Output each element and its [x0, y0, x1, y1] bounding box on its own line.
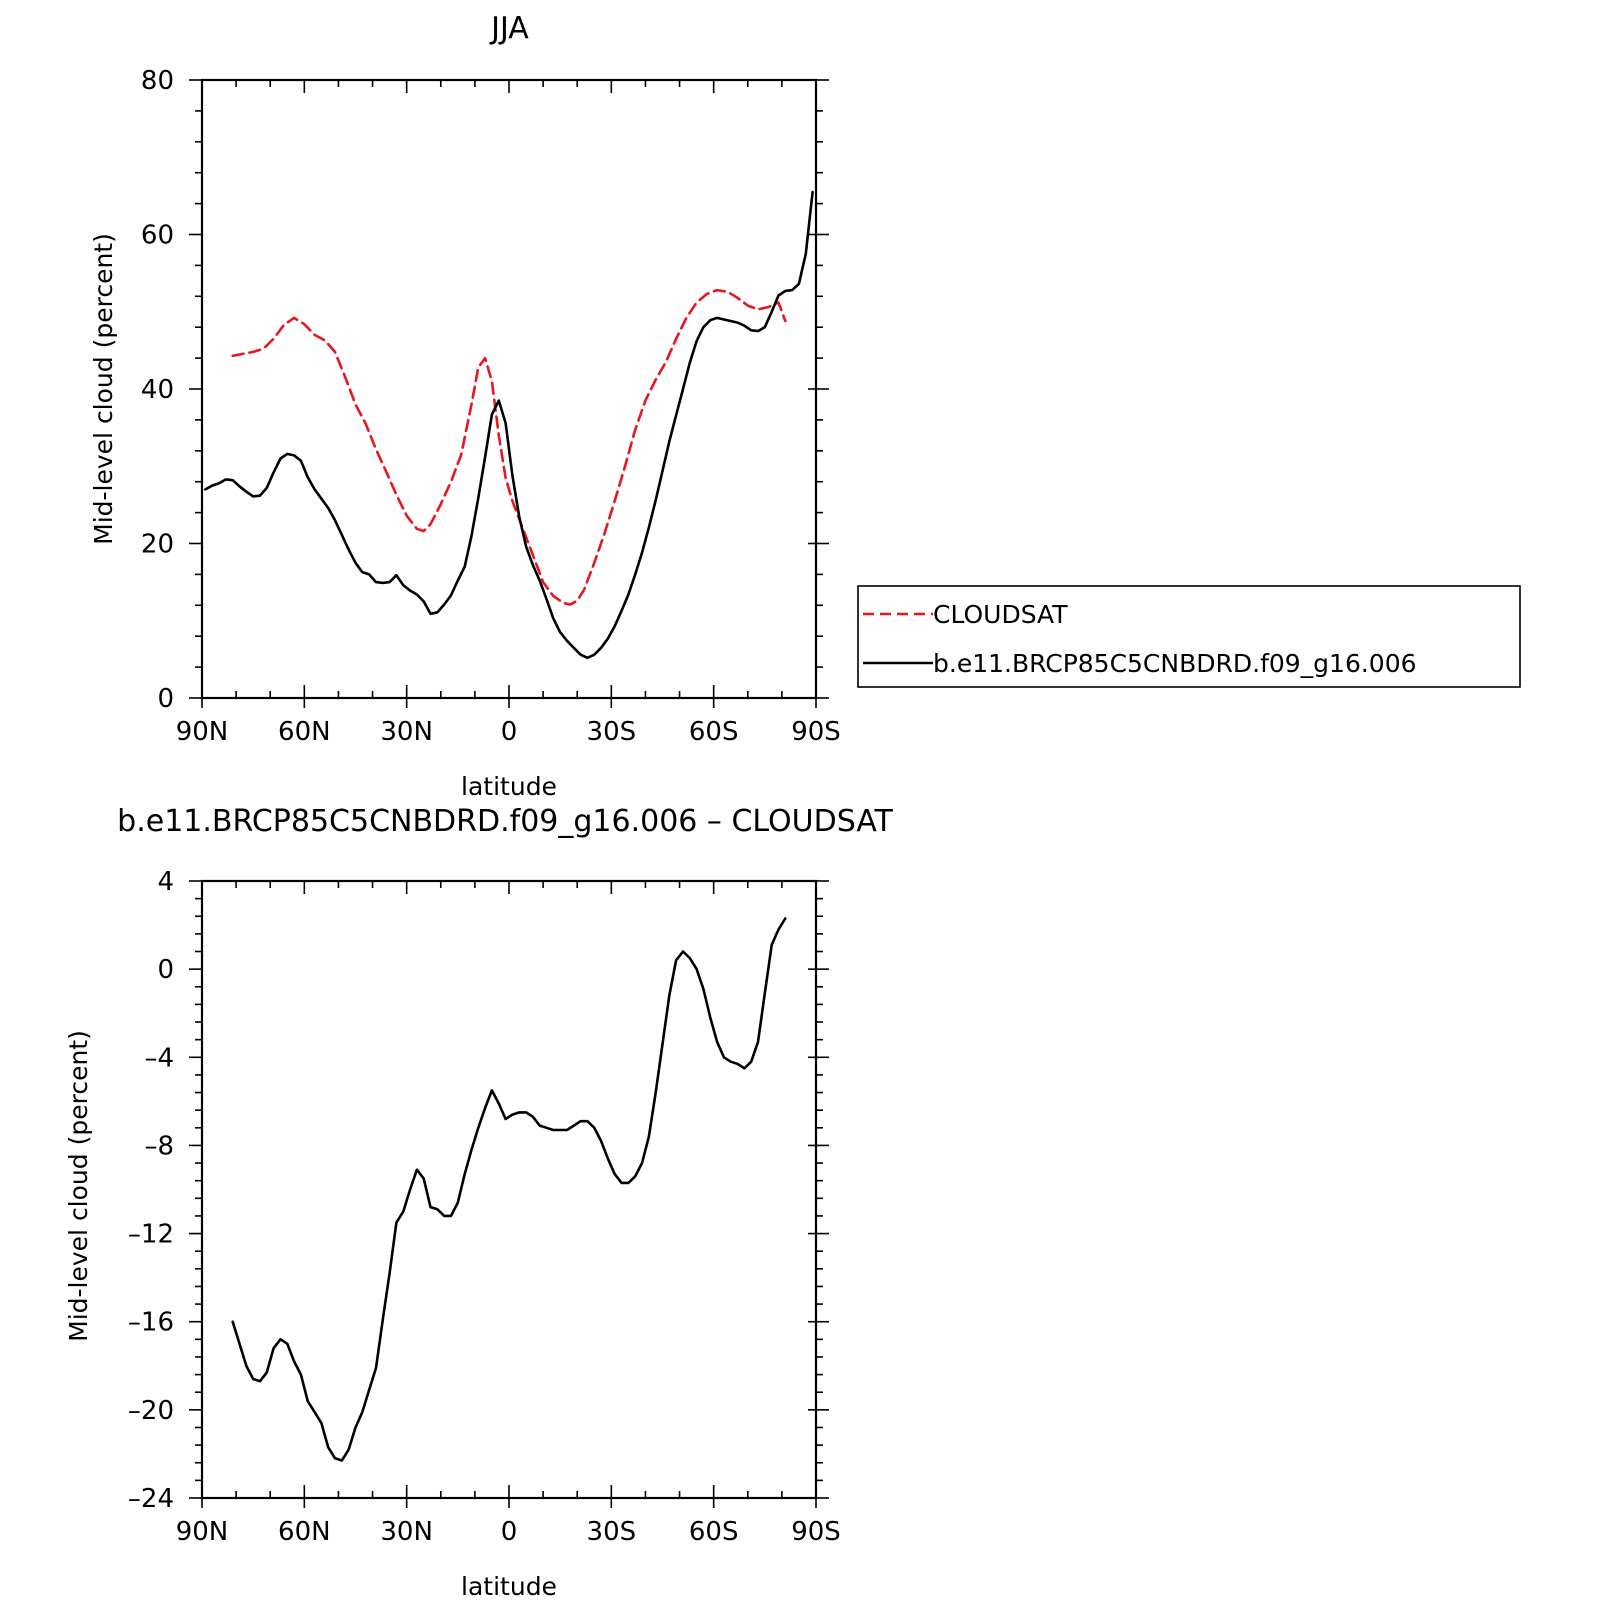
bottom-tick-labels: 90N 60N 30N 0 30S 60S 90S –24 –20 –16 –12 –8 –4 0 4 — [128, 867, 841, 1547]
top-tick-labels: 90N 60N 30N 0 30S 60S 90S 0 20 40 60 80 — [141, 66, 841, 747]
x-tick-label: 30S — [587, 717, 637, 747]
y-tick-label: –4 — [144, 1043, 174, 1073]
series-line-0 — [231, 288, 787, 606]
x-tick-label: 60N — [278, 717, 331, 747]
x-tick-label: 60N — [278, 1517, 331, 1547]
x-tick-label: 90S — [791, 1517, 841, 1547]
x-tick-label: 90S — [791, 717, 841, 747]
y-tick-label: –12 — [128, 1220, 174, 1250]
legend: CLOUDSAT b.e11.BRCP85C5CNBDRD.f09_g16.00… — [857, 585, 1521, 688]
top-ticks — [189, 79, 829, 708]
x-tick-label: 0 — [501, 1517, 518, 1547]
y-tick-label: 60 — [141, 221, 174, 251]
bottom-ticks — [189, 880, 829, 1508]
x-tick-label: 60S — [689, 1517, 739, 1547]
bottom-panel: b.e11.BRCP85C5CNBDRD.f09_g16.006 – CLOUD… — [64, 804, 894, 1601]
legend-box — [857, 585, 1521, 688]
y-tick-label: 0 — [157, 955, 174, 985]
y-tick-label: –16 — [128, 1308, 174, 1338]
series-line-0 — [231, 917, 787, 1462]
y-tick-label: 20 — [141, 530, 174, 560]
top-panel: JJA 90N 60N 30N 0 30S 60S 90S 0 20 40 60 80 latitud… — [89, 11, 1521, 801]
bottom-y-axis-title: Mid-level cloud (percent) — [64, 1030, 93, 1342]
top-y-axis-title: Mid-level cloud (percent) — [89, 233, 118, 545]
bottom-plot-frame — [200, 879, 818, 1500]
bottom-x-axis-title: latitude — [461, 1572, 557, 1601]
series-line-1 — [204, 190, 814, 660]
bottom-chart-title: b.e11.BRCP85C5CNBDRD.f09_g16.006 – CLOUD… — [117, 804, 893, 839]
x-tick-label: 90N — [176, 1517, 229, 1547]
y-tick-label: 4 — [157, 867, 174, 897]
top-plot-frame — [200, 78, 818, 700]
top-series — [204, 190, 814, 660]
y-tick-label: –8 — [144, 1131, 174, 1161]
legend-label-model: b.e11.BRCP85C5CNBDRD.f09_g16.006 — [933, 649, 1417, 678]
top-chart-title: JJA — [489, 11, 529, 46]
y-tick-label: –20 — [128, 1396, 174, 1426]
y-tick-label: –24 — [128, 1484, 174, 1514]
top-x-axis-title: latitude — [461, 772, 557, 801]
x-tick-label: 30N — [380, 1517, 433, 1547]
x-tick-label: 90N — [176, 717, 229, 747]
legend-label-cloudsat: CLOUDSAT — [933, 600, 1068, 629]
x-tick-label: 30S — [587, 1517, 637, 1547]
x-tick-label: 30N — [380, 717, 433, 747]
y-tick-label: 80 — [141, 66, 174, 96]
y-tick-label: 40 — [141, 375, 174, 405]
x-tick-label: 60S — [689, 717, 739, 747]
bottom-series — [231, 917, 787, 1462]
x-tick-label: 0 — [501, 717, 518, 747]
y-tick-label: 0 — [157, 684, 174, 714]
